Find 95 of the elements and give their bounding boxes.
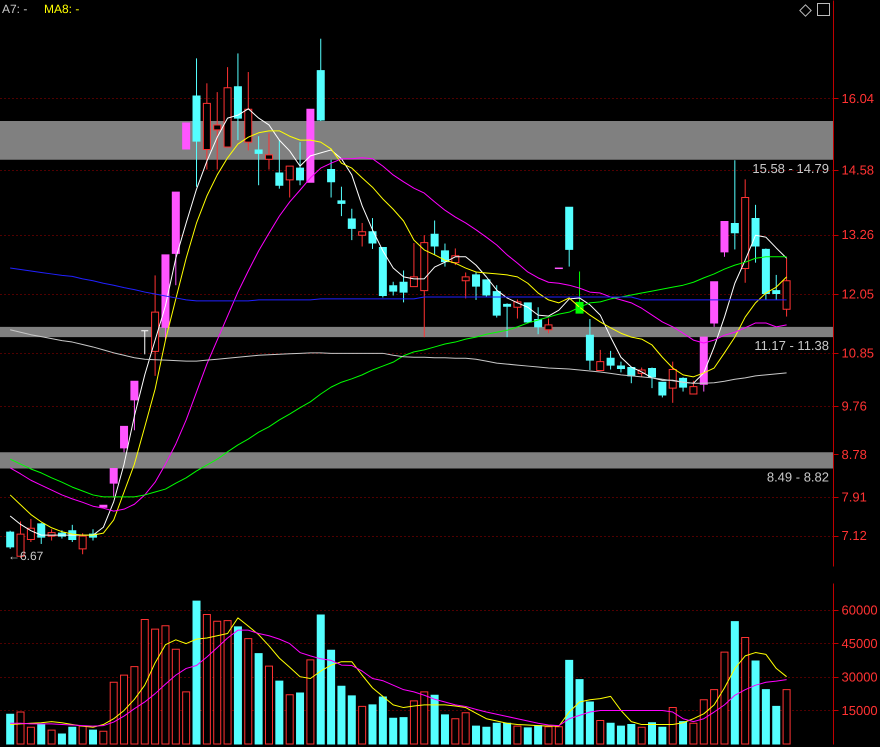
y-tick-label: 30000 [842,669,878,684]
bar [234,626,242,744]
candlestick [348,208,356,241]
annotation: ←6.67 [8,549,44,563]
band-label: 8.49 - 8.82 [766,469,829,484]
band-label: 15.58 - 14.79 [752,160,829,176]
candlestick [213,92,222,170]
bar [389,718,398,744]
bar [576,679,584,744]
bar [6,714,14,744]
candlestick [130,380,138,431]
bar [586,701,594,744]
y-tick-label: 10.85 [842,345,874,360]
candlestick [264,132,273,170]
candlestick [482,279,490,298]
candlestick [534,306,542,335]
annotation: MA8: - [44,2,80,16]
bar [254,653,263,744]
candlestick [78,532,87,555]
bar [327,650,336,744]
y-tick-label: 45000 [842,636,878,651]
candlestick [503,302,512,338]
y-tick-label: 9.76 [842,398,867,414]
bar [658,726,666,744]
candlestick [275,140,284,190]
bar [430,694,439,744]
bar [275,680,284,744]
bar [492,722,501,744]
candlestick [327,159,336,198]
candlestick [472,270,480,300]
bar [348,695,356,744]
bar [565,660,574,744]
y-tick-label: 13.26 [842,227,874,242]
bar [648,722,656,744]
bar [772,706,780,744]
candlestick [120,426,128,453]
candlestick [730,160,739,250]
candlestick [606,350,615,370]
bar [616,726,625,744]
bar [679,721,688,744]
bar [296,692,304,744]
bar [472,726,480,744]
bar [316,614,325,744]
candlestick [140,330,149,355]
candlestick [658,382,666,398]
y-tick-label: 8.78 [842,446,867,462]
bar [482,726,490,744]
bar [58,733,66,744]
bar [627,724,636,744]
bar [440,714,449,744]
candlestick [668,361,677,404]
candlestick [254,136,263,186]
candlestick [772,274,780,300]
candlestick [462,272,470,299]
annotation: A7: - [2,2,28,16]
candlestick [110,468,118,498]
bar [68,726,76,744]
y-tick-label: 7.91 [842,489,867,504]
bar [37,724,46,744]
bar [730,621,739,744]
bar [503,722,512,744]
y-tick-label: 7.12 [842,528,867,544]
y-tick-label: 12.05 [842,286,874,302]
candlestick [37,522,46,544]
candlestick [689,380,698,394]
bar [606,722,615,744]
bar [752,660,760,744]
bar [378,696,387,744]
band-label: 11.17 - 11.38 [754,338,829,354]
y-tick-label: 60000 [842,602,878,618]
bar [88,730,97,744]
bar [337,686,346,744]
candlestick [544,318,552,334]
y-tick-label: 15000 [842,702,878,718]
bar [762,689,770,744]
y-tick-label: 16.04 [842,91,874,106]
bar [524,727,532,744]
candlestick [430,220,439,256]
candlestick [286,166,294,198]
candlestick [296,142,304,186]
candlestick [648,367,656,389]
bar [368,704,377,744]
candlestick [492,284,501,318]
candlestick [358,222,366,247]
candlestick [6,530,14,550]
candlestick [337,186,346,217]
candlestick [596,349,604,371]
bar [192,600,201,744]
candlestick [400,270,408,303]
candlestick [368,218,377,250]
bar [534,725,542,744]
bar [400,717,408,744]
candlestick [389,281,398,296]
candlestick [616,361,625,373]
y-tick-label: 14.58 [842,162,874,178]
